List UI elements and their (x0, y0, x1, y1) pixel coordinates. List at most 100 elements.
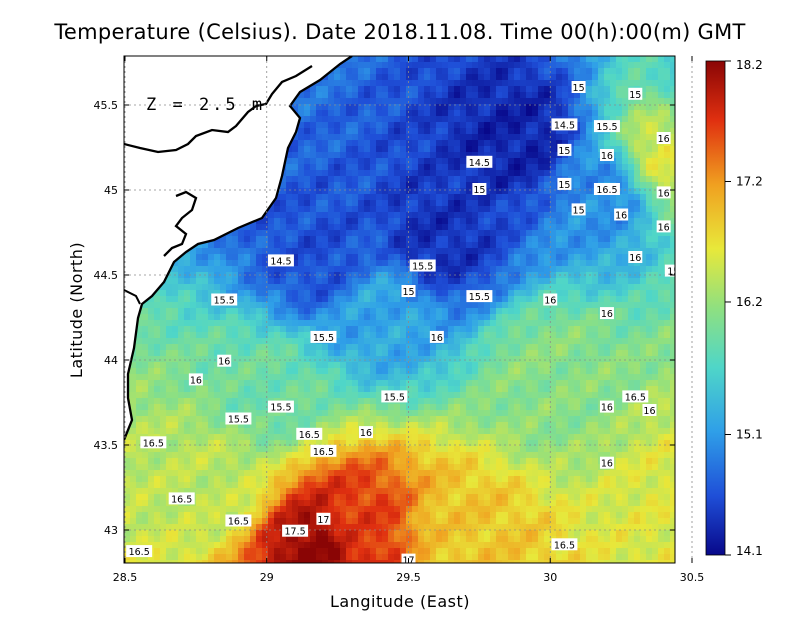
field-cell (580, 236, 587, 243)
field-cell (478, 224, 485, 231)
field-cell (502, 104, 509, 111)
field-cell (478, 176, 485, 183)
field-cell (172, 260, 179, 267)
field-cell (370, 248, 377, 255)
field-cell (310, 278, 317, 285)
field-cell (514, 152, 521, 159)
field-cell (466, 122, 473, 129)
field-cell (508, 158, 515, 165)
field-cell (652, 212, 659, 219)
field-cell (286, 374, 293, 381)
field-cell (280, 182, 287, 189)
field-cell (664, 170, 671, 177)
field-cell (532, 200, 539, 207)
field-cell (262, 320, 269, 327)
field-cell (538, 92, 545, 99)
field-cell (364, 296, 371, 303)
field-cell (268, 356, 275, 363)
field-cell (658, 290, 665, 297)
field-cell (448, 188, 455, 195)
field-cell (316, 212, 323, 219)
field-cell (622, 80, 629, 87)
field-cell (580, 158, 587, 165)
field-cell (394, 176, 401, 183)
field-cell (652, 218, 659, 225)
field-cell (424, 134, 431, 141)
field-cell (394, 314, 401, 321)
field-cell (406, 134, 413, 141)
field-cell (460, 242, 467, 249)
field-cell (454, 170, 461, 177)
field-cell (520, 350, 527, 357)
field-cell (496, 134, 503, 141)
field-cell (166, 308, 173, 315)
field-cell (358, 368, 365, 375)
field-cell (538, 332, 545, 339)
field-cell (508, 338, 515, 345)
field-cell (400, 146, 407, 153)
field-cell (256, 356, 263, 363)
field-cell (370, 374, 377, 381)
field-cell (334, 194, 341, 201)
field-cell (550, 368, 557, 375)
field-cell (472, 266, 479, 273)
field-cell (250, 236, 257, 243)
field-cell (304, 134, 311, 141)
field-cell (400, 278, 407, 285)
field-cell (556, 212, 563, 219)
field-cell (328, 248, 335, 255)
field-cell (436, 236, 443, 243)
field-cell (268, 332, 275, 339)
field-cell (256, 260, 263, 267)
field-cell (622, 248, 629, 255)
field-cell (496, 350, 503, 357)
field-cell (436, 140, 443, 147)
field-cell (484, 140, 491, 147)
field-cell (658, 314, 665, 321)
field-cell (574, 176, 581, 183)
field-cell (550, 332, 557, 339)
field-cell (214, 314, 221, 321)
field-cell (208, 368, 215, 375)
field-cell (526, 200, 533, 207)
field-cell (622, 296, 629, 303)
field-cell (328, 146, 335, 153)
field-cell (310, 314, 317, 321)
field-cell (640, 116, 647, 123)
field-cell (628, 164, 635, 171)
field-cell (670, 290, 675, 297)
field-cell (370, 92, 377, 99)
field-cell (616, 236, 623, 243)
field-cell (628, 158, 635, 165)
field-cell (214, 362, 221, 369)
field-cell (640, 266, 647, 273)
field-cell (280, 188, 287, 195)
field-cell (484, 224, 491, 231)
field-cell (358, 296, 365, 303)
field-cell (340, 104, 347, 111)
field-cell (286, 158, 293, 165)
field-cell (634, 122, 641, 129)
field-cell (340, 266, 347, 273)
field-cell (166, 368, 173, 375)
field-cell (550, 56, 557, 63)
field-cell (616, 80, 623, 87)
field-cell (136, 326, 143, 333)
field-cell (508, 194, 515, 201)
field-cell (508, 368, 515, 375)
field-cell (214, 338, 221, 345)
field-cell (658, 128, 665, 135)
field-cell (262, 224, 269, 231)
field-cell (328, 140, 335, 147)
field-cell (322, 176, 329, 183)
field-cell (634, 260, 641, 267)
field-cell (448, 98, 455, 105)
field-cell (364, 206, 371, 213)
field-cell (262, 266, 269, 273)
field-cell (640, 110, 647, 117)
field-cell (268, 248, 275, 255)
field-cell (454, 188, 461, 195)
field-cell (658, 278, 665, 285)
field-cell (532, 290, 539, 297)
field-cell (598, 254, 605, 261)
